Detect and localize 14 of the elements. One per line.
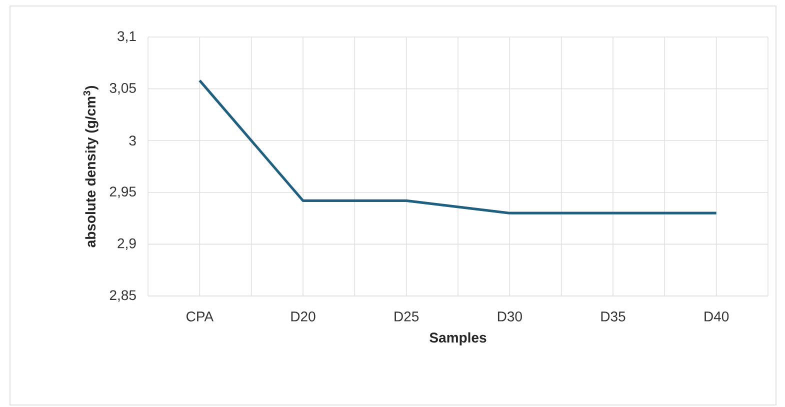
y-tick-label: 2,85 [110, 290, 136, 302]
x-tick-label: D40 [704, 312, 729, 322]
x-tick-label: D30 [498, 312, 522, 322]
x-tick-label: D20 [291, 312, 316, 322]
x-tick-label: D35 [601, 312, 626, 322]
y-tick-label: 3,05 [110, 83, 136, 95]
y-tick-label: 2,95 [110, 186, 136, 198]
y-tick-label: 2,9 [118, 238, 136, 250]
x-tick-label: CPA [186, 312, 214, 322]
x-tick-label: D25 [394, 312, 419, 322]
y-tick-label: 3 [129, 136, 136, 146]
y-tick-label: 3,1 [118, 31, 136, 43]
y-axis-title: absolute density (g/cm$^{3}$) [83, 86, 98, 248]
x-axis-title: Samples [430, 332, 486, 346]
